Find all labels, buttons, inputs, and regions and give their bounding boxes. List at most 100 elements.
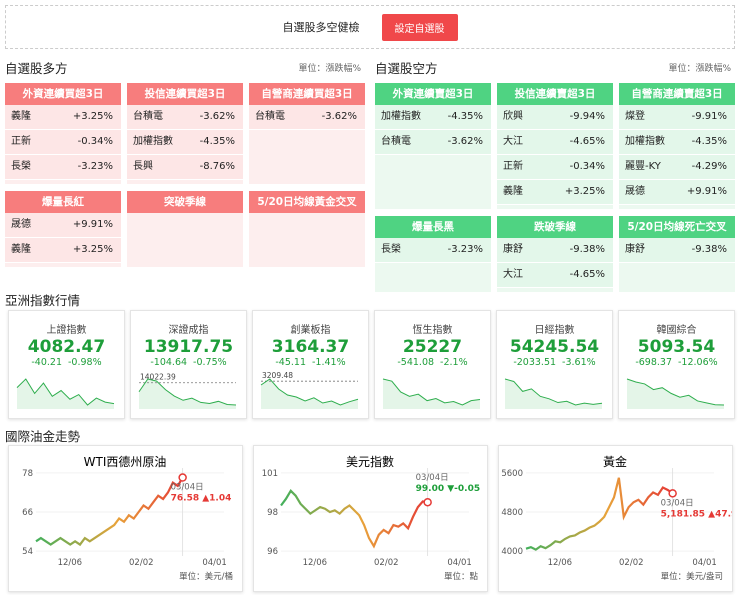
- index-pct: -0.98%: [68, 357, 102, 368]
- sparkline: [382, 378, 481, 409]
- sparkline-line: [626, 378, 725, 406]
- panel-header: 跌破季線: [497, 216, 613, 238]
- commodity-card: 美元指數 96 98 101 12/06 02/02 04/01 03/04日 99.00 ▼-…: [253, 445, 488, 592]
- stock-name: 欣興: [503, 111, 523, 122]
- y-tick-label: 54: [22, 547, 33, 557]
- stock-row: 加權指數 -4.35%: [127, 130, 243, 155]
- bull-section: 自選股多方 單位：漲跌幅% 外資連續買超3日 義隆 +3.25% 正新 -0.34% 長榮 -3…: [5, 58, 365, 267]
- stock-change: -4.65%: [569, 136, 605, 147]
- index-change-row: -541.08 -2.1%: [375, 357, 490, 368]
- chart-title: 美元指數: [346, 454, 394, 469]
- commodities-row: WTI西德州原油 54 66 78 12/06 02/02 04/01 03/04日 76.58…: [0, 445, 740, 593]
- panel-header: 5/20日均線死亡交叉: [619, 216, 735, 238]
- quote-date: 03/04日: [416, 473, 449, 483]
- stock-name: 義隆: [11, 244, 31, 255]
- stock-name: 長榮: [381, 244, 401, 255]
- panel-header: 爆量長紅: [5, 191, 121, 213]
- stock-row: 晟德 +9.91%: [5, 213, 121, 238]
- stock-name: 台積電: [255, 111, 285, 122]
- sparkline-area: [261, 379, 358, 409]
- panel-grid: 外資連續買超3日 義隆 +3.25% 正新 -0.34% 長榮 -3.23% 投信連續買超3日…: [5, 83, 365, 267]
- x-tick-label: 12/06: [548, 558, 573, 568]
- top-bar: 自選股多空健檢 設定自選股: [5, 5, 735, 49]
- index-change: -104.64: [150, 357, 188, 368]
- index-value: 25227: [402, 337, 463, 357]
- x-tick-label: 04/01: [202, 558, 227, 568]
- sparkline: [16, 378, 115, 409]
- index-value: 13917.75: [143, 337, 234, 357]
- index-card: 日經指數 54245.54 -2033.51 -3.61%: [496, 310, 613, 419]
- panel-body: 燦登 -9.91% 加權指數 -4.35% 麗豐-KY -4.29% 晟德 +9.91%: [619, 105, 735, 209]
- y-tick-label: 96: [267, 547, 278, 557]
- stock-row: 台積電 -3.62%: [375, 130, 491, 155]
- stock-change: -3.23%: [77, 161, 113, 172]
- stock-change: +3.25%: [564, 186, 605, 197]
- panel-header: 投信連續賣超3日: [497, 83, 613, 105]
- index-card: 恆生指數 25227 -541.08 -2.1%: [374, 310, 491, 419]
- x-tick-label: 12/06: [58, 558, 83, 568]
- sparkline-area: [505, 379, 602, 409]
- panel-body: 義隆 +3.25% 正新 -0.34% 長榮 -3.23%: [5, 105, 121, 184]
- stock-name: 晟德: [11, 219, 31, 230]
- sparkline-line: [260, 378, 359, 406]
- list-panel: 跌破季線 康舒 -9.38% 大江 -4.65%: [497, 216, 613, 292]
- index-value: 5093.54: [637, 337, 716, 357]
- panel-header: 突破季線: [127, 191, 243, 213]
- index-change-row: -2033.51 -3.61%: [497, 357, 612, 368]
- sparkline: [626, 378, 725, 409]
- price-line: [525, 477, 674, 551]
- list-panel: 投信連續賣超3日 欣興 -9.94% 大江 -4.65% 正新 -0.34% 義隆 +3.25%: [497, 83, 613, 209]
- index-card: 上證指數 4082.47 -40.21 -0.98%: [8, 310, 125, 419]
- y-tick-label: 5600: [501, 469, 523, 479]
- panel-body: [249, 213, 365, 267]
- unit-label: 單位：漲跌幅%: [298, 64, 361, 74]
- stock-change: -4.35%: [447, 111, 483, 122]
- settings-button[interactable]: 設定自選股: [381, 13, 458, 41]
- index-pct: -12.06%: [678, 357, 718, 368]
- list-panel: 自營商連續買超3日 台積電 -3.62%: [249, 83, 365, 184]
- stock-row: 台積電 -3.62%: [127, 105, 243, 130]
- stock-name: 正新: [11, 136, 31, 147]
- sparkline-area: [383, 379, 480, 409]
- index-change: -2033.51: [513, 357, 557, 368]
- stock-row: 長榮 -3.23%: [5, 155, 121, 180]
- header-title: 自選股多空健檢: [282, 21, 360, 34]
- stock-row: 麗豐-KY -4.29%: [619, 155, 735, 180]
- index-value: 3164.37: [271, 337, 350, 357]
- stock-change: +9.91%: [72, 219, 113, 230]
- stock-name: 加權指數: [133, 136, 173, 147]
- panel-body: 康舒 -9.38% 大江 -4.65%: [497, 238, 613, 292]
- list-panel: 外資連續賣超3日 加權指數 -4.35% 台積電 -3.62%: [375, 83, 491, 209]
- x-tick-label: 02/02: [619, 558, 644, 568]
- chart-title: 黃金: [603, 454, 627, 469]
- panel-header: 投信連續買超3日: [127, 83, 243, 105]
- quote-value: 76.58 ▲1.04: [171, 494, 232, 504]
- stock-row: 大江 -4.65%: [497, 130, 613, 155]
- index-change: -541.08: [397, 357, 435, 368]
- stock-change: -3.23%: [447, 244, 483, 255]
- index-pct: -1.41%: [312, 357, 346, 368]
- x-tick-label: 02/02: [129, 558, 154, 568]
- stock-row: 大江 -4.65%: [497, 263, 613, 288]
- panel-header: 外資連續賣超3日: [375, 83, 491, 105]
- panel-header: 爆量長黑: [375, 216, 491, 238]
- last-point: [423, 497, 432, 507]
- index-change-row: -104.64 -0.75%: [131, 357, 246, 368]
- panel-body: 欣興 -9.94% 大江 -4.65% 正新 -0.34% 義隆 +3.25%: [497, 105, 613, 209]
- sparkline-line: [16, 378, 115, 406]
- commodity-chart: 黃金 4000 4800 5600 12/06 02/02 04/01 03/04日5,181…: [501, 454, 740, 582]
- stock-change: -4.35%: [199, 136, 235, 147]
- sparkline: 3209.48: [260, 371, 359, 409]
- list-panel: 突破季線: [127, 191, 243, 267]
- stock-row: 義隆 +3.25%: [5, 105, 121, 130]
- panel-body: 康舒 -9.38%: [619, 238, 735, 292]
- stock-row: 正新 -0.34%: [497, 155, 613, 180]
- chart-title: WTI西德州原油: [84, 454, 167, 469]
- stock-row: 康舒 -9.38%: [619, 238, 735, 263]
- quote-date: 03/04日: [171, 483, 204, 493]
- index-name: 日經指數: [534, 325, 575, 336]
- index-name: 韓國綜合: [656, 325, 697, 336]
- index-name: 上證指數: [46, 325, 87, 336]
- panel-body: 加權指數 -4.35% 台積電 -3.62%: [375, 105, 491, 209]
